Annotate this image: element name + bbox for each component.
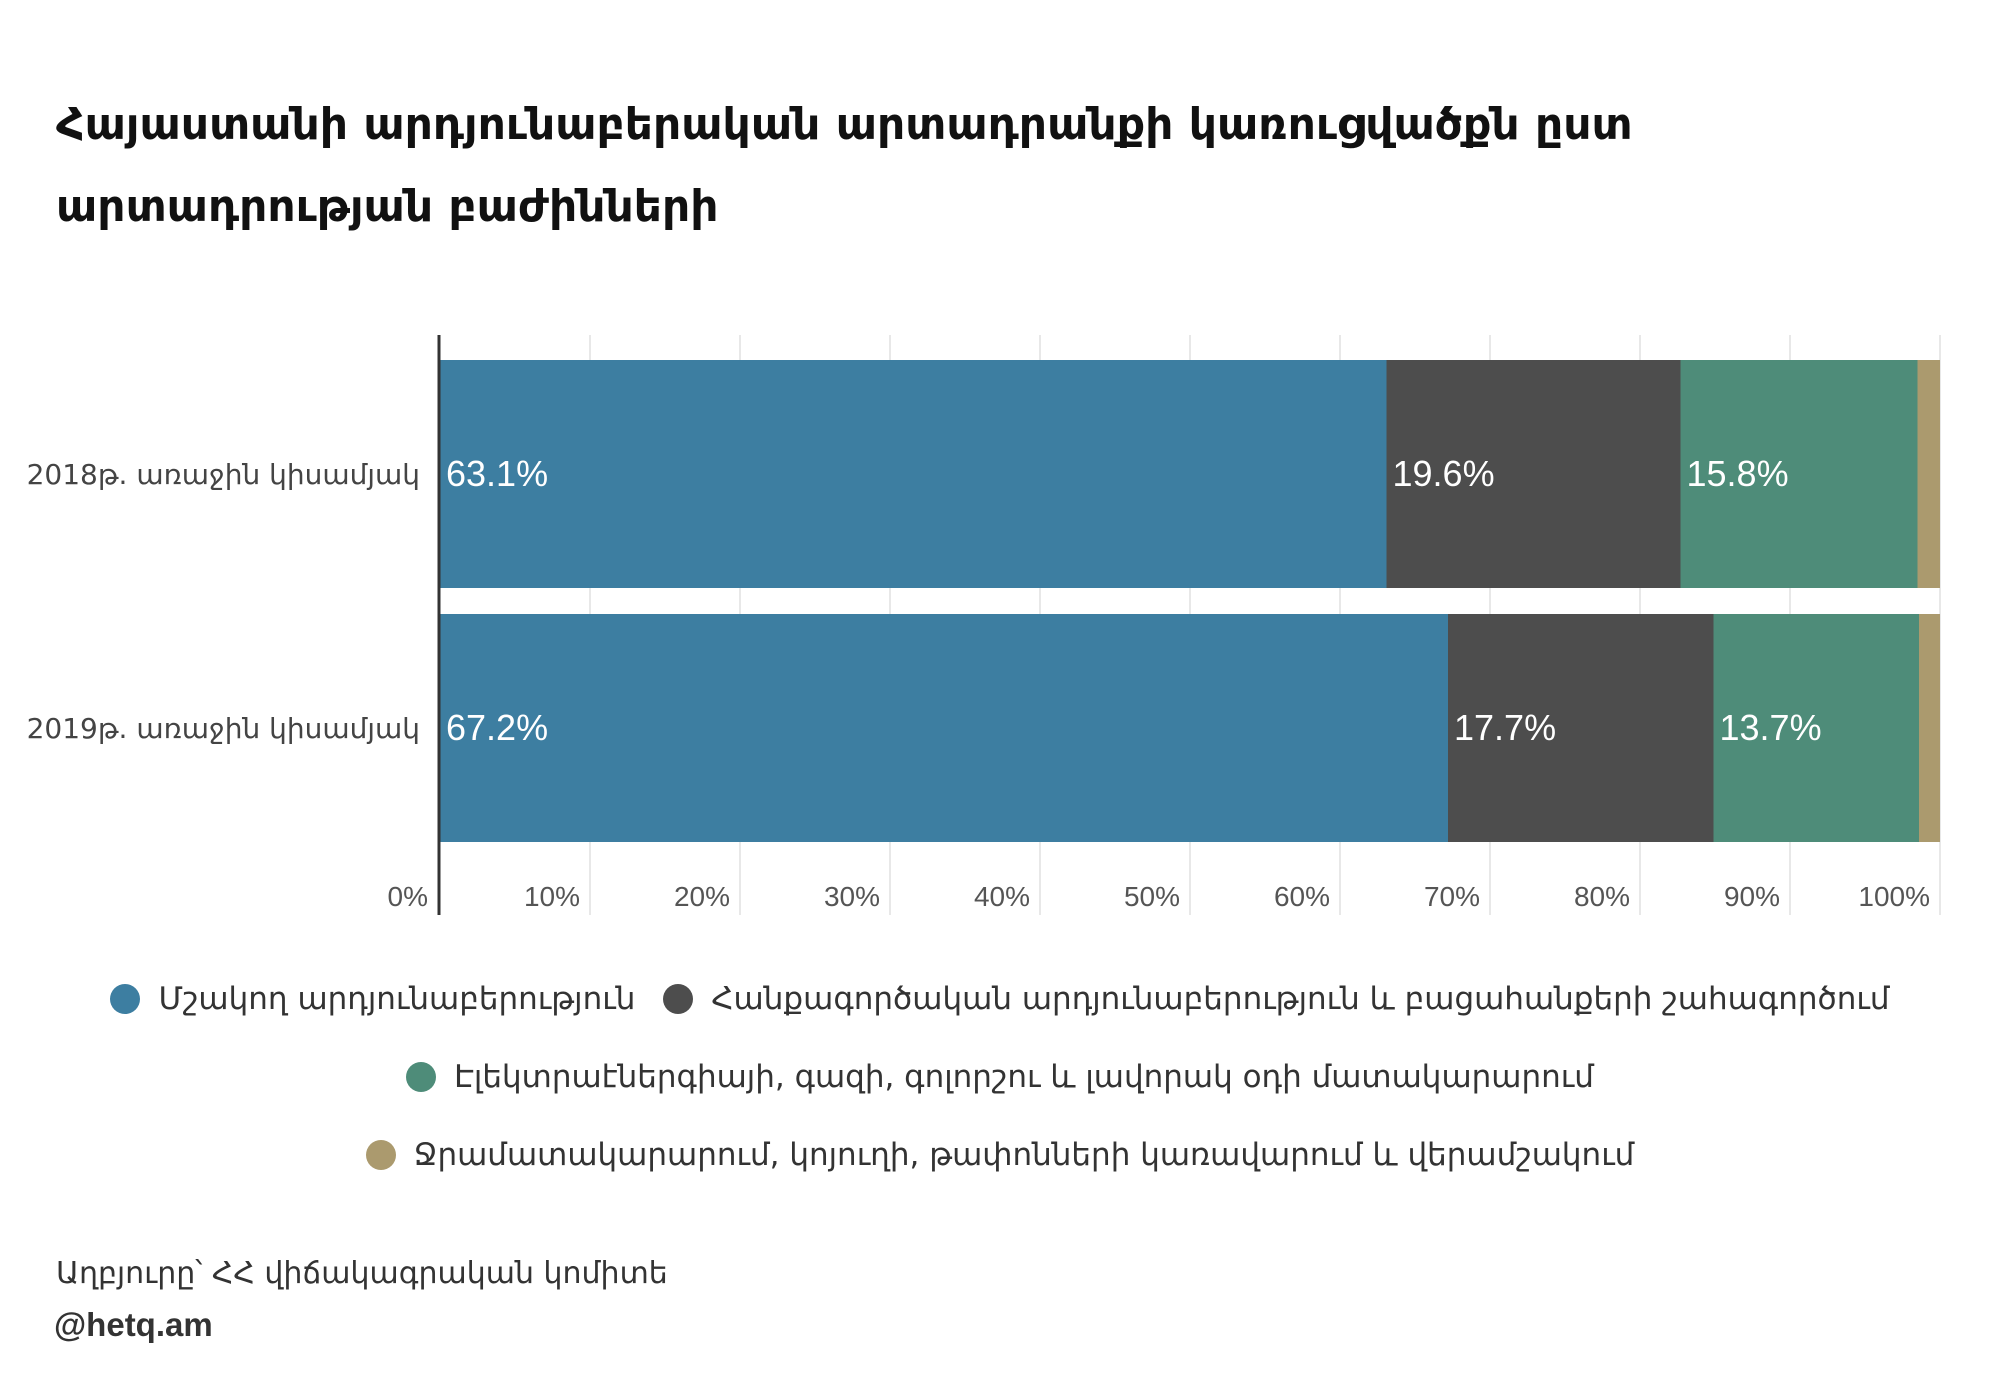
category-labels: 2018թ. առաջին կիսամյակ 2019թ. առաջին կիսա…	[27, 458, 420, 745]
legend-label-energy: Էլեկտրաէներգիայի, գազի, գոլորշու և լավոր…	[454, 1059, 1594, 1095]
bar-value-label: 19.6%	[1393, 453, 1495, 494]
x-tick-label: 20%	[674, 881, 730, 912]
category-label: 2018թ. առաջին կիսամյակ	[27, 458, 420, 491]
source-note: Աղբյուրը՝ ՀՀ վիճակագրական կոմիտե	[56, 1256, 668, 1291]
legend-dot-manufacturing	[110, 984, 141, 1014]
x-tick-label: 50%	[1124, 881, 1180, 912]
x-tick-label: 60%	[1274, 881, 1330, 912]
bar-segment	[440, 360, 1387, 588]
chart-title: Հայաստանի արդյունաբերական արտադրանքի կառ…	[56, 99, 1633, 232]
legend-item-water: Ջրամատակարարում, կոյուղի, թափոնների կառա…	[365, 1137, 1635, 1173]
legend-label-mining: Հանքագործական արդյունաբերություն և բացահ…	[711, 981, 1890, 1017]
bar-segment	[1919, 614, 1940, 842]
legend-label-manufacturing: Մշակող արդյունաբերություն	[158, 981, 636, 1017]
x-tick-label: 30%	[824, 881, 880, 912]
site-handle: @hetq.am	[54, 1306, 213, 1343]
legend-item-energy: Էլեկտրաէներգիայի, գազի, գոլորշու և լավոր…	[406, 1059, 1594, 1095]
x-tick-label: 70%	[1424, 881, 1480, 912]
x-tick-label: 80%	[1574, 881, 1630, 912]
bars	[440, 360, 1940, 842]
bar-segment	[1917, 360, 1940, 588]
bar-value-label: 63.1%	[446, 453, 548, 494]
bar-value-label: 17.7%	[1454, 707, 1556, 748]
bar-segment	[1386, 360, 1681, 588]
legend-dot-energy	[406, 1062, 437, 1092]
x-tick-label: 90%	[1724, 881, 1780, 912]
x-tick-label: 10%	[524, 881, 580, 912]
legend-label-water: Ջրամատակարարում, կոյուղի, թափոնների կառա…	[413, 1137, 1635, 1173]
legend-row-1: Մշակող արդյունաբերություն Հանքագործական …	[0, 960, 2000, 1038]
legend: Մշակող արդյունաբերություն Հանքագործական …	[0, 960, 2000, 1194]
bar-segment	[1448, 614, 1714, 842]
stacked-bar-chart: 63.1% 19.6% 15.8% 67.2% 17.7% 13.7% 2018թ. առ…	[27, 335, 1941, 915]
bar-value-label: 15.8%	[1687, 453, 1789, 494]
legend-dot-water	[365, 1140, 396, 1170]
legend-dot-mining	[663, 984, 694, 1014]
legend-row-3: Ջրամատակարարում, կոյուղի, թափոնների կառա…	[0, 1116, 2000, 1194]
legend-item-manufacturing: Մշակող արդյունաբերություն	[110, 981, 635, 1017]
bar-segment	[440, 614, 1448, 842]
x-tick-labels: 0% 10% 20% 30% 40% 50% 60% 70% 80% 90% 100%	[388, 881, 1930, 912]
bar-value-labels: 63.1% 19.6% 15.8% 67.2% 17.7% 13.7%	[446, 453, 1822, 748]
category-label: 2019թ. առաջին կիսամյակ	[27, 712, 420, 745]
x-tick-label: 100%	[1858, 881, 1930, 912]
bar-value-label: 67.2%	[446, 707, 548, 748]
bar-segment	[1680, 360, 1918, 588]
bar-value-label: 13.7%	[1720, 707, 1822, 748]
x-tick-label: 40%	[974, 881, 1030, 912]
x-tick-label: 0%	[388, 881, 428, 912]
legend-row-2: Էլեկտրաէներգիայի, գազի, գոլորշու և լավոր…	[0, 1038, 2000, 1116]
legend-item-mining: Հանքագործական արդյունաբերություն և բացահ…	[663, 981, 1890, 1017]
bar-segment	[1713, 614, 1919, 842]
